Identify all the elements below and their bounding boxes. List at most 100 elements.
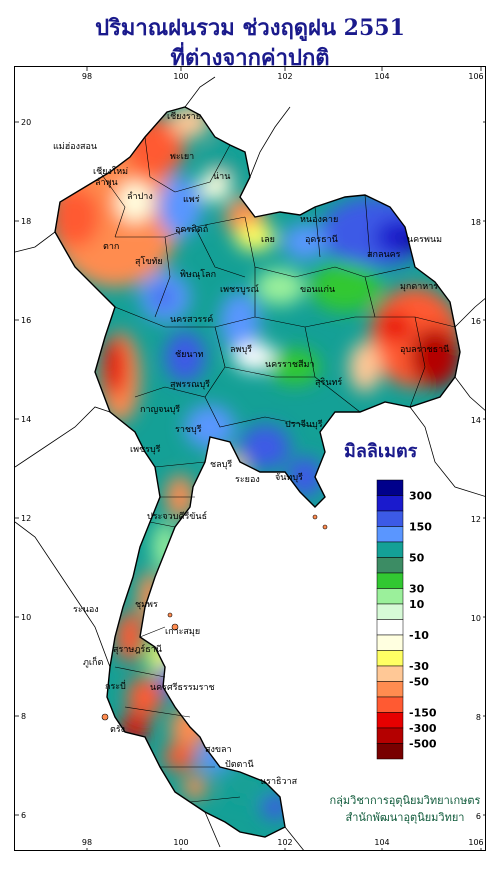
legend-label: 10 [409, 598, 425, 611]
lat-tick-left-6: 6 [21, 811, 26, 820]
neighbor-borders [15, 76, 485, 850]
place-label: นราธิวาส [260, 776, 298, 787]
place-label: ขอนแก่น [300, 285, 335, 295]
legend-swatch [376, 588, 404, 605]
credit-line-1: กลุ่มวิชาการอุตุนิยมวิทยาเกษตร [329, 794, 481, 807]
place-label: สุพรรณบุรี [170, 379, 210, 390]
place-label: ประจวบคีรีขันธ์ [147, 510, 207, 522]
place-label: น่าน [213, 172, 230, 182]
place-label: กาญจนบุรี [140, 404, 180, 415]
place-label: จันทบุรี [275, 472, 303, 483]
lat-tick-left-12: 12 [21, 514, 31, 523]
place-label: นครพนม [407, 235, 442, 245]
place-label: หนองคาย [300, 215, 338, 225]
lon-tick-bottom-106: 106 [468, 838, 483, 847]
lon-tick-bottom-104: 104 [374, 838, 389, 847]
place-label: กระบี่ [105, 679, 126, 692]
place-label: ตรัง [110, 725, 125, 735]
lon-tick-top-106: 106 [468, 72, 483, 81]
legend-swatch [376, 541, 404, 558]
place-label: สงขลา [205, 745, 232, 755]
lat-tick-right-10: 10 [471, 614, 481, 623]
place-label: มุกดาหาร [400, 282, 438, 292]
legend-label: 300 [409, 490, 432, 503]
legend-swatch [376, 557, 404, 574]
lon-tick-bottom-102: 102 [277, 838, 292, 847]
graticule-ticks [15, 67, 485, 850]
place-label: อุบลราชธานี [400, 344, 449, 355]
lon-tick-top-104: 104 [374, 72, 389, 81]
place-label: เลย [261, 235, 275, 245]
place-label: พิษณุโลก [180, 269, 216, 280]
legend-colorbar: 300 150 50 30 10 -10 -30 -50 -150 -300 -500 [376, 479, 437, 760]
legend-swatch [376, 510, 404, 527]
legend-label: 150 [409, 521, 432, 534]
legend-label: -10 [409, 629, 429, 642]
lat-tick-right-14: 14 [471, 416, 481, 425]
legend-swatch [376, 650, 404, 667]
place-label: ชลบุรี [210, 459, 232, 470]
legend-unit: มิลลิเมตร [344, 441, 418, 462]
lon-tick-bottom-98: 98 [82, 838, 92, 847]
place-label: แม่ฮ่องสอน [53, 142, 97, 152]
place-label: อุตรดิตถ์ [175, 223, 208, 235]
lon-tick-top-100: 100 [173, 72, 188, 81]
lon-tick-top-102: 102 [277, 72, 292, 81]
place-labels: เชียงราย แม่ฮ่องสอน เชียงใหม่ ลำพูน ลำปา… [53, 111, 449, 787]
legend-swatch [376, 572, 404, 589]
place-label: สกลนคร [367, 250, 401, 260]
place-label: เชียงราย [167, 111, 201, 122]
place-label: ปัตตานี [225, 759, 254, 770]
place-label: ลำปาง [127, 191, 153, 202]
legend-label: -50 [409, 676, 429, 689]
place-label: ชุมพร [135, 600, 158, 610]
legend-swatch [376, 479, 404, 496]
lat-tick-right-18: 18 [471, 218, 481, 227]
legend-label: -300 [409, 722, 437, 735]
lat-tick-left-14: 14 [21, 415, 31, 424]
map-frame: 98 100 102 104 106 98 100 102 104 106 20… [14, 66, 486, 851]
province-borders [99, 136, 456, 803]
place-label: เกาะสมุย [165, 627, 200, 637]
place-label: เพชรบุรี [130, 444, 161, 455]
place-label: ชัยนาท [175, 350, 204, 360]
lat-tick-right-8: 8 [476, 713, 481, 722]
legend-swatch [376, 634, 404, 651]
legend-swatch [376, 743, 404, 760]
place-label: สุโขทัย [135, 256, 163, 267]
legend-swatch [376, 696, 404, 713]
place-label: ระยอง [235, 475, 260, 485]
legend-label: -150 [409, 707, 437, 720]
place-label: เพชรบูรณ์ [220, 283, 259, 295]
place-label: นครสวรรค์ [170, 313, 213, 325]
legend-label: -500 [409, 738, 437, 751]
place-label: ภูเก็ต [83, 655, 103, 668]
place-label: ลพบุรี [230, 344, 252, 355]
place-label: นครราชสีมา [265, 359, 314, 370]
credit-line-2: สำนักพัฒนาอุตุนิยมวิทยา [345, 811, 465, 824]
legend-swatch [376, 603, 404, 620]
place-label: นครศรีธรรมราช [150, 682, 215, 693]
lat-tick-left-20: 20 [21, 118, 31, 127]
legend-swatch [376, 665, 404, 682]
place-label: สุราษฎร์ธานี [113, 643, 162, 655]
place-label: ปราจีนบุรี [285, 419, 323, 430]
lat-tick-left-10: 10 [21, 613, 31, 622]
lat-tick-left-16: 16 [21, 316, 31, 325]
legend-swatch [376, 727, 404, 744]
rainfall-anomaly-map: 98 100 102 104 106 98 100 102 104 106 20… [15, 67, 485, 850]
place-label: ตาก [103, 242, 119, 252]
legend-swatch [376, 526, 404, 543]
legend-label: -30 [409, 660, 429, 673]
lon-tick-top-98: 98 [82, 72, 92, 81]
legend-swatch [376, 712, 404, 729]
lat-tick-left-8: 8 [21, 712, 26, 721]
lon-tick-bottom-100: 100 [173, 838, 188, 847]
legend-label: 50 [409, 552, 425, 565]
place-label: อุดรธานี [305, 234, 338, 245]
place-label: ลำพูน [95, 177, 118, 188]
lat-tick-left-18: 18 [21, 217, 31, 226]
legend-swatch [376, 681, 404, 698]
islands [101, 514, 328, 721]
lat-tick-right-12: 12 [471, 515, 481, 524]
